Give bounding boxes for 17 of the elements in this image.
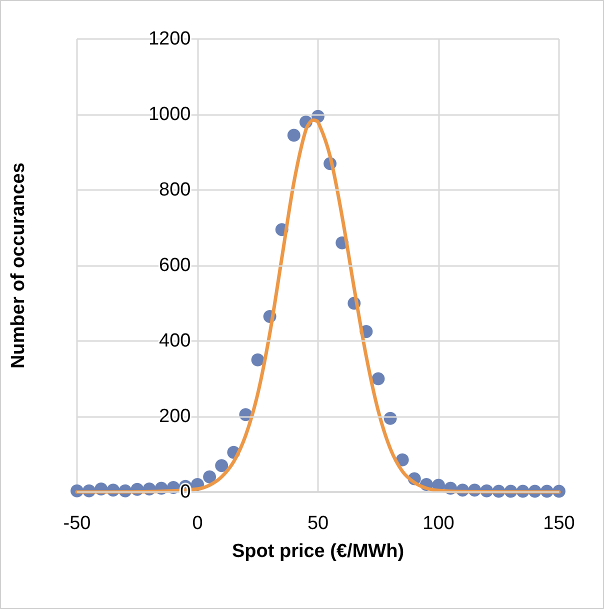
y-tick-label: 400 xyxy=(159,330,191,352)
y-tick-label: 800 xyxy=(159,180,191,200)
x-axis-title: Spot price (€/MWh) xyxy=(232,541,404,562)
x-tick-label: 50 xyxy=(307,513,329,534)
point xyxy=(251,353,264,366)
y-tick-label: 1000 xyxy=(148,104,191,125)
x-tick-label: 100 xyxy=(422,513,454,534)
x-tick-label: -50 xyxy=(63,513,91,534)
x-tick-label: 150 xyxy=(543,513,575,534)
y-tick-label: 1200 xyxy=(148,28,191,50)
y-tick-label: 200 xyxy=(159,406,191,427)
point xyxy=(372,372,385,386)
point xyxy=(203,470,216,484)
y-axis-title: Number of occurances xyxy=(8,162,29,368)
point xyxy=(215,459,228,472)
point xyxy=(287,128,300,142)
y-tick-label: 600 xyxy=(159,255,191,276)
